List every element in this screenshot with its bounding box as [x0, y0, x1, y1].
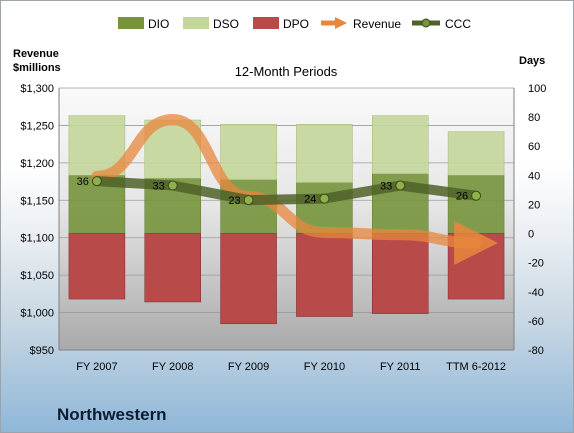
bar-dpo — [68, 233, 126, 300]
right-tick-label: 0 — [528, 229, 534, 241]
company-name: Northwestern — [57, 405, 167, 424]
ccc-point — [319, 193, 330, 204]
ccc-line — [96, 176, 477, 206]
legend-label-dso: DSO — [213, 17, 239, 31]
left-tick-label: $1,150 — [20, 195, 54, 207]
left-tick-label: $1,300 — [20, 83, 54, 95]
x-tick-label: FY 2008 — [152, 361, 193, 373]
left-tick-label: $1,250 — [20, 120, 54, 132]
left-tick-label: $1,200 — [20, 158, 54, 170]
axes: $950 $1,000 $1,050 $1,100 $1,150 $1,200 $1,250… — [20, 83, 546, 373]
bar-dpo — [372, 233, 429, 314]
ccc-data-label: 26 — [456, 191, 468, 203]
right-tick-label: -40 — [528, 287, 544, 299]
ccc-data-label: 36 — [77, 176, 89, 188]
bar-dso — [220, 124, 277, 180]
legend: DIO DSO DPO Revenue CCC — [118, 17, 471, 31]
bar-dpo — [220, 233, 277, 325]
ccc-data-label: 23 — [228, 195, 240, 207]
right-tick-label: 20 — [528, 199, 540, 211]
left-tick-label: $950 — [30, 345, 54, 357]
chart-title: 12-Month Periods — [235, 64, 338, 79]
right-tick-label: 80 — [528, 112, 540, 124]
legend-swatch-dio — [118, 17, 144, 29]
x-tick-label: FY 2011 — [380, 361, 421, 373]
legend-label-dio: DIO — [148, 17, 169, 31]
x-tick-label: FY 2010 — [304, 361, 345, 373]
right-tick-label: -20 — [528, 258, 544, 270]
legend-swatch-dpo — [253, 17, 279, 29]
x-tick-label: FY 2009 — [228, 361, 269, 373]
bar-dpo — [296, 233, 353, 317]
ccc-point — [91, 176, 102, 187]
bar-dio — [447, 175, 505, 234]
ccc-data-label: 24 — [304, 194, 316, 206]
bar-dpo — [144, 233, 201, 303]
left-axis-title-line2: $millions — [13, 62, 61, 74]
x-tick-label: TTM 6-2012 — [446, 361, 506, 373]
right-tick-label: -80 — [528, 345, 544, 357]
legend-label-revenue: Revenue — [353, 17, 401, 31]
ccc-series: 36 33 23 24 33 26 — [77, 176, 482, 207]
legend-swatch-dso — [183, 17, 209, 29]
ccc-point — [471, 190, 482, 201]
ccc-point — [243, 195, 254, 206]
ccc-point — [395, 180, 406, 191]
left-tick-label: $1,100 — [20, 233, 54, 245]
bars — [68, 115, 505, 325]
bar-dso — [296, 124, 353, 183]
right-tick-label: 100 — [528, 83, 546, 95]
right-tick-label: 40 — [528, 170, 540, 182]
legend-label-ccc: CCC — [445, 17, 471, 31]
legend-marker-ccc — [421, 18, 431, 28]
bar-dso — [447, 131, 505, 176]
right-tick-label: -60 — [528, 316, 544, 328]
ccc-data-label: 33 — [380, 181, 392, 193]
right-tick-label: 60 — [528, 141, 540, 153]
legend-label-dpo: DPO — [283, 17, 309, 31]
right-axis-title: Days — [519, 55, 545, 67]
x-tick-label: FY 2007 — [76, 361, 117, 373]
ccc-data-label: 33 — [153, 181, 165, 193]
left-tick-label: $1,050 — [20, 270, 54, 282]
left-tick-label: $1,000 — [20, 308, 54, 320]
ccc-point — [167, 180, 178, 191]
left-axis-title-line1: Revenue — [13, 48, 59, 60]
bar-dso — [372, 115, 429, 175]
legend-arrow-revenue — [335, 17, 347, 29]
